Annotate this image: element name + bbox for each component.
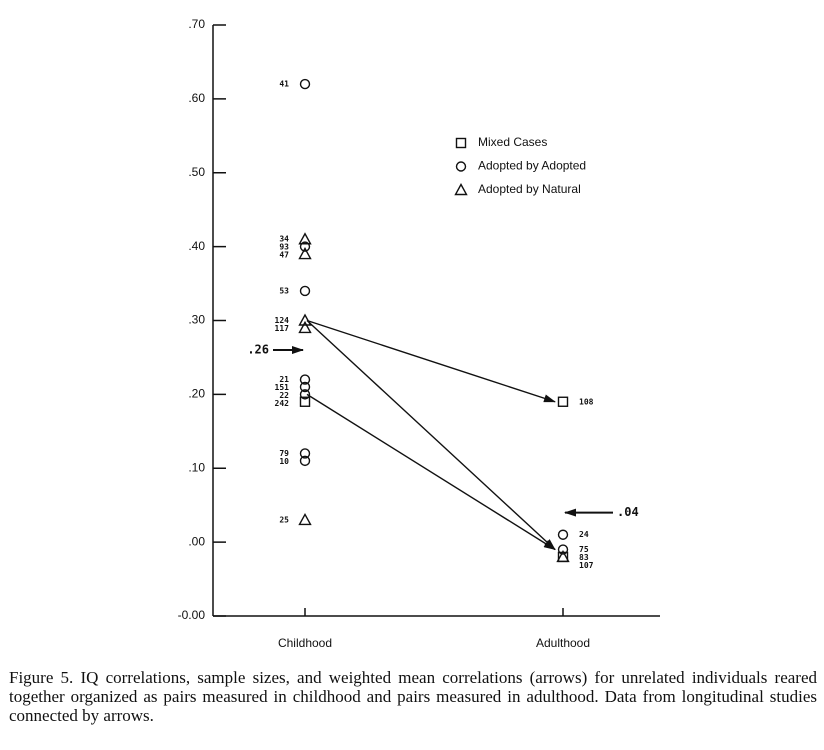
sample-size-label: 53: [279, 286, 289, 295]
marker-circle: [557, 544, 569, 555]
marker-circle: [299, 448, 311, 459]
mean-label: .26: [247, 343, 269, 357]
marker-triangle: [298, 320, 312, 334]
legend-marker: [455, 161, 467, 172]
sample-size-label: 24: [579, 530, 589, 539]
y-tick-label: .50: [188, 165, 205, 179]
marker-circle: [299, 241, 311, 252]
y-tick-label: .10: [188, 460, 205, 474]
sample-size-label: 10: [279, 457, 289, 466]
marker-triangle: [556, 549, 570, 563]
legend-label: Adopted by Natural: [478, 182, 581, 196]
y-tick-label: .70: [188, 17, 205, 31]
chart: -0.00 .00 .10 .20 .30 .40 .50 .60 .70 Childhood Ad…: [178, 17, 660, 650]
sample-size-label: 75: [579, 545, 589, 554]
y-tick-label: .60: [188, 91, 205, 105]
legend-marker: [454, 183, 468, 196]
sample-size-label: 151: [275, 383, 290, 392]
legend-marker: [455, 137, 467, 149]
marker-square: [299, 396, 311, 407]
sample-size-label: 107: [579, 561, 594, 570]
sample-size-label: 83: [579, 553, 589, 562]
sample-size-label: 242: [275, 399, 290, 408]
marker-square: [557, 396, 569, 407]
x-tick-label: Adulthood: [536, 636, 590, 650]
legend-label: Mixed Cases: [478, 135, 547, 149]
sample-size-label: 117: [275, 324, 290, 333]
y-tick-label: .30: [188, 313, 205, 327]
marker-triangle: [298, 232, 312, 245]
sample-size-label: 79: [279, 449, 289, 458]
x-tick-label: Childhood: [278, 636, 332, 650]
sample-size-label: 34: [279, 235, 289, 244]
marker-circle: [299, 78, 311, 90]
sample-size-label: 21: [279, 375, 289, 384]
connection-arrow: [306, 393, 556, 551]
connection-arrow: [306, 319, 556, 403]
mean-label: .04: [617, 505, 639, 519]
sample-size-label: 124: [275, 316, 290, 325]
caption: Figure 5. IQ correlations, sample sizes,…: [9, 668, 817, 725]
sample-size-label: 47: [279, 251, 289, 260]
connection-arrow: [306, 319, 556, 551]
y-tick-label: .40: [188, 239, 205, 253]
sample-size-label: 22: [279, 391, 289, 400]
sample-size-label: 25: [279, 515, 289, 524]
marker-circle: [299, 381, 311, 393]
y-tick-label: .00: [188, 534, 205, 548]
marker-triangle: [298, 313, 312, 326]
marker-circle: [557, 529, 569, 540]
legend-label: Adopted by Adopted: [478, 159, 586, 173]
sample-size-label: 108: [579, 397, 594, 406]
marker-triangle: [298, 247, 312, 260]
sample-size-label: 41: [279, 80, 289, 89]
y-tick-label: .20: [188, 387, 205, 401]
marker-circle: [299, 455, 311, 467]
marker-triangle: [298, 513, 312, 526]
marker-circle: [299, 389, 311, 400]
marker-circle: [299, 374, 311, 385]
sample-size-label: 93: [279, 243, 289, 252]
y-tick-label: -0.00: [178, 608, 206, 622]
marker-circle: [299, 285, 311, 297]
